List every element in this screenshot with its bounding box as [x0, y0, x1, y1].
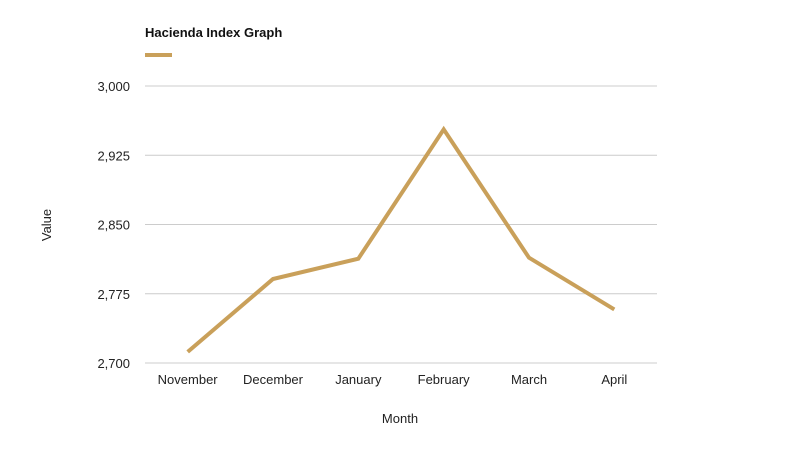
- y-tick-label: 2,850: [97, 218, 130, 233]
- x-tick-label: March: [511, 372, 547, 387]
- grid-layer: [145, 85, 657, 364]
- y-axis-ticks: 2,700 2,775 2,850 2,925 3,000: [97, 79, 130, 371]
- x-axis-ticks: November December January February March Apri…: [158, 372, 628, 387]
- x-tick-label: April: [601, 372, 627, 387]
- x-tick-label: November: [158, 372, 219, 387]
- y-tick-label: 3,000: [97, 79, 130, 94]
- y-tick-label: 2,925: [97, 148, 130, 163]
- x-tick-label: January: [335, 372, 382, 387]
- x-tick-label: February: [418, 372, 471, 387]
- y-tick-label: 2,775: [97, 287, 130, 302]
- legend-swatch: [145, 53, 172, 57]
- chart-title: Hacienda Index Graph: [145, 25, 282, 40]
- series-layer: [186, 125, 616, 354]
- series-line: [186, 125, 616, 354]
- x-tick-label: December: [243, 372, 304, 387]
- x-axis-label: Month: [382, 411, 418, 426]
- y-tick-label: 2,700: [97, 356, 130, 371]
- y-axis-label: Value: [39, 209, 54, 241]
